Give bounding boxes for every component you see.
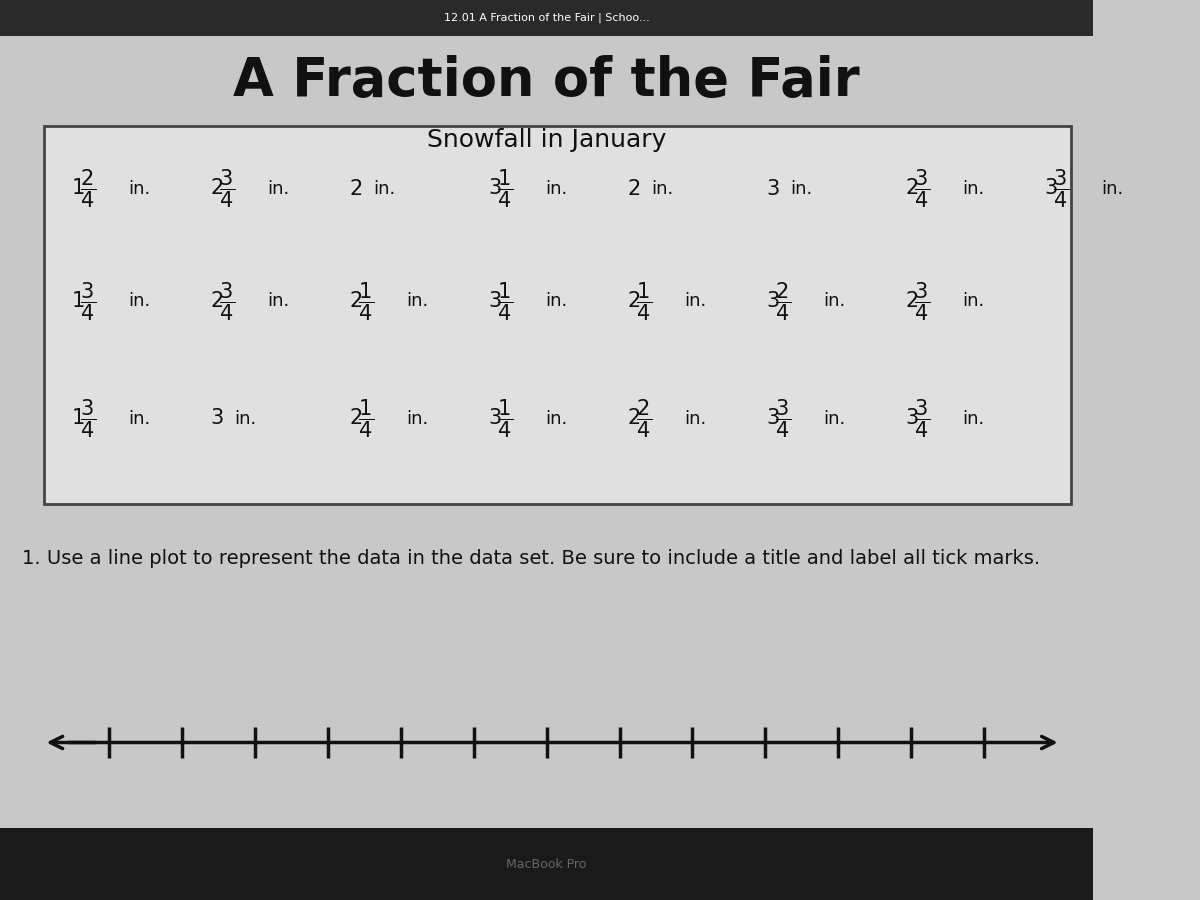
Text: in.: in. — [373, 180, 395, 198]
Text: in.: in. — [684, 292, 706, 310]
Text: $3\!\dfrac{1}{4}$: $3\!\dfrac{1}{4}$ — [488, 397, 514, 440]
Text: in.: in. — [266, 180, 289, 198]
Text: in.: in. — [234, 410, 257, 427]
Text: MacBook Pro: MacBook Pro — [506, 858, 587, 870]
Text: in.: in. — [406, 292, 428, 310]
Text: in.: in. — [406, 410, 428, 427]
Bar — [0, 0, 1093, 36]
Text: in.: in. — [962, 180, 984, 198]
Text: 1. Use a line plot to represent the data in the data set. Be sure to include a t: 1. Use a line plot to represent the data… — [22, 548, 1040, 568]
Text: in.: in. — [684, 410, 706, 427]
Text: $1\!\dfrac{3}{4}$: $1\!\dfrac{3}{4}$ — [71, 397, 96, 440]
Text: in.: in. — [790, 180, 812, 198]
Text: in.: in. — [128, 410, 150, 427]
Text: $2$: $2$ — [628, 179, 640, 199]
Text: in.: in. — [545, 292, 568, 310]
Text: $2\!\dfrac{1}{4}$: $2\!\dfrac{1}{4}$ — [349, 397, 374, 440]
Text: in.: in. — [962, 410, 984, 427]
Text: $2\!\dfrac{2}{4}$: $2\!\dfrac{2}{4}$ — [628, 397, 653, 440]
Text: 12.01 A Fraction of the Fair | Schoo...: 12.01 A Fraction of the Fair | Schoo... — [444, 13, 649, 23]
Text: $3\!\dfrac{3}{4}$: $3\!\dfrac{3}{4}$ — [1044, 167, 1069, 211]
Text: in.: in. — [1100, 180, 1123, 198]
Text: in.: in. — [962, 292, 984, 310]
Text: $2\!\dfrac{3}{4}$: $2\!\dfrac{3}{4}$ — [905, 167, 930, 211]
Text: $3\!\dfrac{3}{4}$: $3\!\dfrac{3}{4}$ — [766, 397, 791, 440]
Text: in.: in. — [128, 180, 150, 198]
Text: in.: in. — [545, 410, 568, 427]
Text: $1\!\dfrac{2}{4}$: $1\!\dfrac{2}{4}$ — [71, 167, 96, 211]
Text: $3\!\dfrac{3}{4}$: $3\!\dfrac{3}{4}$ — [905, 397, 930, 440]
Text: $2$: $2$ — [349, 179, 362, 199]
Text: $3\!\dfrac{1}{4}$: $3\!\dfrac{1}{4}$ — [488, 280, 514, 323]
Text: $2\!\dfrac{3}{4}$: $2\!\dfrac{3}{4}$ — [210, 280, 235, 323]
Text: $3\!\dfrac{1}{4}$: $3\!\dfrac{1}{4}$ — [488, 167, 514, 211]
Text: $3$: $3$ — [766, 179, 780, 199]
Text: $2\!\dfrac{3}{4}$: $2\!\dfrac{3}{4}$ — [210, 167, 235, 211]
Text: in.: in. — [823, 410, 845, 427]
Text: $2\!\dfrac{1}{4}$: $2\!\dfrac{1}{4}$ — [628, 280, 653, 323]
Text: in.: in. — [266, 292, 289, 310]
Text: in.: in. — [652, 180, 673, 198]
Text: $2\!\dfrac{1}{4}$: $2\!\dfrac{1}{4}$ — [349, 280, 374, 323]
Text: in.: in. — [823, 292, 845, 310]
Bar — [0, 828, 1093, 900]
Text: in.: in. — [128, 292, 150, 310]
FancyBboxPatch shape — [43, 126, 1072, 504]
Text: A Fraction of the Fair: A Fraction of the Fair — [233, 55, 860, 107]
Text: $1\!\dfrac{3}{4}$: $1\!\dfrac{3}{4}$ — [71, 280, 96, 323]
Text: Snowfall in January: Snowfall in January — [427, 128, 666, 151]
Text: $3\!\dfrac{2}{4}$: $3\!\dfrac{2}{4}$ — [766, 280, 791, 323]
Text: $3$: $3$ — [210, 409, 223, 428]
Text: in.: in. — [545, 180, 568, 198]
Text: $2\!\dfrac{3}{4}$: $2\!\dfrac{3}{4}$ — [905, 280, 930, 323]
